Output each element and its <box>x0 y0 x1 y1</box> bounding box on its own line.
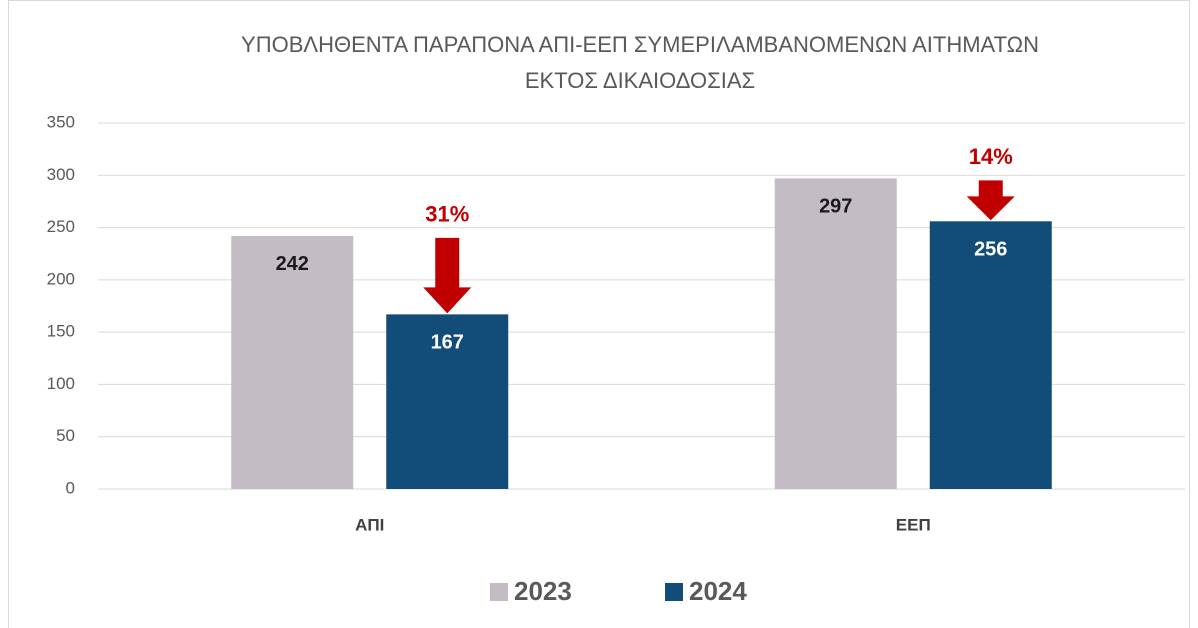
annotation: 31% <box>425 202 469 227</box>
arrow <box>423 237 472 314</box>
bar <box>774 178 897 489</box>
chart-border <box>8 0 1190 628</box>
value-label: 167 <box>431 332 464 354</box>
value-label: 297 <box>819 196 852 218</box>
y-tick-label: 100 <box>47 374 75 393</box>
legend-label: 2023 <box>514 576 572 606</box>
value-label: 242 <box>276 253 309 275</box>
bar <box>386 314 509 489</box>
arrow <box>966 180 1015 221</box>
y-tick-label: 200 <box>47 269 75 288</box>
y-tick-label: 50 <box>56 426 75 445</box>
value-label: 256 <box>974 239 1007 261</box>
x-tick-label: ΑΠΙ <box>355 515 384 534</box>
chart-title: ΥΠΟΒΛΗΘΕΝΤΑ ΠΑΡΑΠΟΝΑ ΑΠΙ-ΕΕΠ ΣΥΜΕΡΙΛΑΜΒΑ… <box>241 32 1039 57</box>
legend-label: 2024 <box>689 576 747 606</box>
chart-title: ΕΚΤΟΣ ΔΙΚΑΙΟΔΟΣΙΑΣ <box>525 68 755 93</box>
annotation: 14% <box>969 144 1013 169</box>
y-tick-label: 300 <box>47 165 75 184</box>
bar <box>231 235 354 489</box>
y-tick-label: 350 <box>47 112 75 131</box>
y-tick-label: 0 <box>66 478 75 497</box>
y-tick-label: 150 <box>47 322 75 341</box>
legend-swatch <box>665 583 683 601</box>
y-tick-label: 250 <box>47 217 75 236</box>
bar <box>929 221 1052 489</box>
legend-swatch <box>490 583 508 601</box>
x-tick-label: ΕΕΠ <box>896 515 931 534</box>
